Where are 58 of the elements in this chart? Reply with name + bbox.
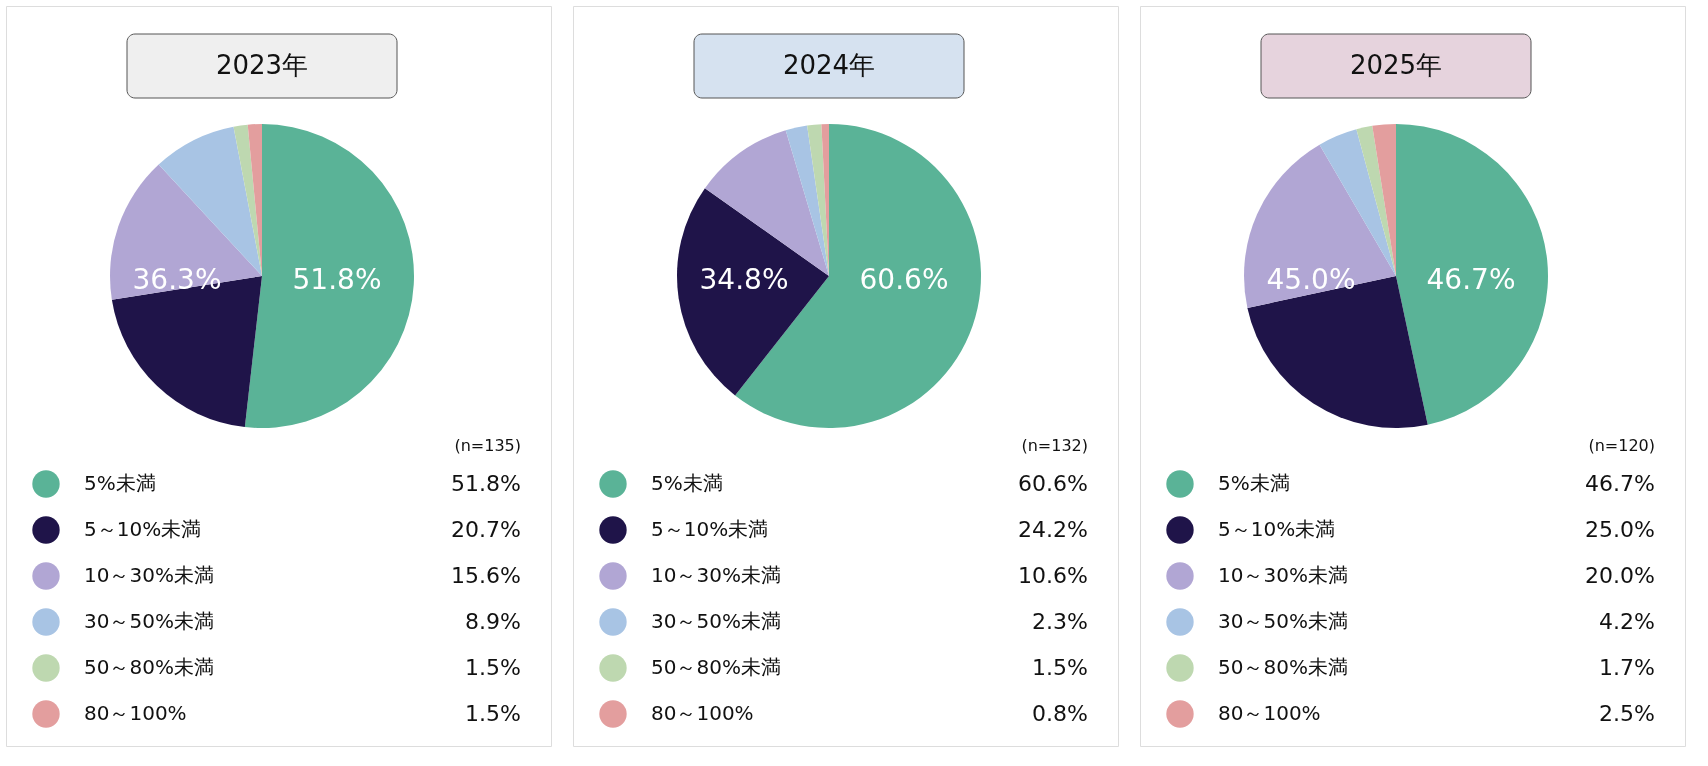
legend-label: 50～80%未満 [651,655,781,679]
data-label: 20.7% [451,517,521,542]
chart-title: 2024年 [782,50,876,80]
chart-title: 2025年 [1349,50,1443,80]
legend-label: 10～30%未満 [1218,563,1348,587]
data-label: 4.2% [1599,609,1655,634]
data-label: 60.6% [1018,471,1088,496]
pie-slice [807,124,829,276]
pie-slice [233,124,262,276]
text: 45.0% [1266,263,1356,296]
legend-label: 5～10%未満 [1218,517,1336,541]
data-label: 1.7% [1599,655,1655,680]
pie-slice [110,164,262,300]
legend-label: 5～10%未満 [84,517,202,541]
text: 36.3% [132,263,222,296]
data-label: 15.6% [451,563,521,588]
text: (n=132) [1021,436,1088,455]
legend-label: 5%未満 [1218,471,1290,495]
data-label: 25.0% [1585,517,1655,542]
data-label: 1.5% [465,655,521,680]
legend-label: 50～80%未満 [84,655,214,679]
legend-label: 5%未満 [84,471,156,495]
text: 34.8% [699,263,789,296]
data-label: 1.5% [465,701,521,726]
data-label: 20.0% [1585,563,1655,588]
data-label: 1.5% [1032,655,1088,680]
data-label: 0.8% [1032,701,1088,726]
data-label: 51.8% [451,471,521,496]
legend-label: 30～50%未満 [1218,609,1348,633]
legend-label: 10～30%未満 [84,563,214,587]
legend-label: 80～100% [84,701,187,725]
legend-label: 5～10%未満 [651,517,769,541]
pie-slice [1356,125,1396,276]
pie-slice [1372,124,1396,276]
legend-label: 10～30%未満 [651,563,781,587]
pie-slice [785,125,829,276]
data-label: 8.9% [465,609,521,634]
pie-slice [1244,144,1396,308]
legend-label: 80～100% [1218,701,1321,725]
data-label: 2.5% [1599,701,1655,726]
chart-title: 2023年 [215,50,309,80]
legend-label: 50～80%未満 [1218,655,1348,679]
legend-label: 5%未満 [651,471,723,495]
legend-label: 80～100% [651,701,754,725]
data-label: 24.2% [1018,517,1088,542]
text: 51.8% [292,263,382,296]
pie-slice [244,124,414,428]
text: 46.7% [1426,263,1516,296]
legend-label: 30～50%未満 [84,609,214,633]
text: 60.6% [859,263,949,296]
pie-slice [677,188,829,396]
text: (n=135) [454,436,521,455]
data-label: 2.3% [1032,609,1088,634]
text: (n=120) [1588,436,1655,455]
data-label: 46.7% [1585,471,1655,496]
data-label: 10.6% [1018,563,1088,588]
legend-label: 30～50%未満 [651,609,781,633]
pie-slice [1396,124,1548,425]
